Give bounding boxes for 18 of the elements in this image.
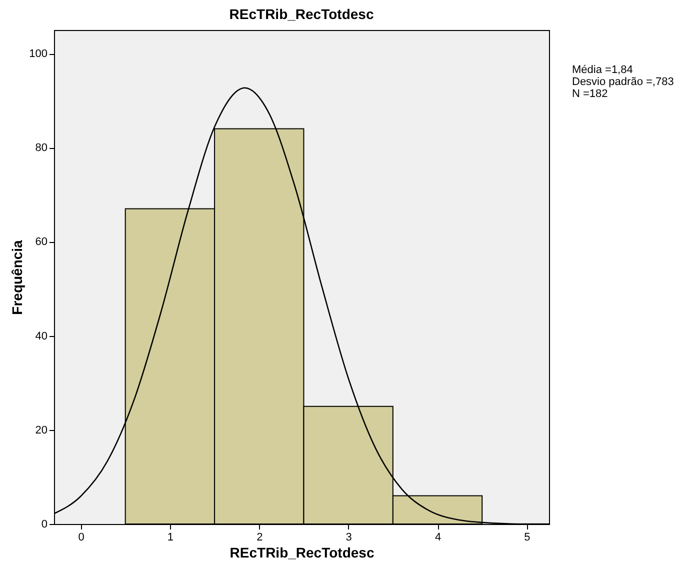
- x-tick-label: 1: [167, 532, 174, 544]
- y-tick-label: 80: [35, 142, 48, 154]
- x-tick-label: 2: [256, 532, 263, 544]
- x-tick-label: 4: [434, 532, 442, 544]
- chart-title: REcTRib_RecTotdesc: [229, 6, 374, 22]
- y-tick-label: 100: [29, 48, 48, 60]
- text: Média =1,84: [572, 64, 634, 76]
- x-axis-title: REcTRib_RecTotdesc: [230, 544, 374, 560]
- text: N =182: [572, 88, 609, 100]
- y-tick-label: 40: [35, 330, 48, 342]
- y-axis-title: Frequência: [9, 240, 26, 315]
- y-tick-label: 0: [41, 518, 48, 530]
- text: Desvio padrão =,783: [572, 76, 674, 88]
- y-tick-label: 60: [35, 236, 48, 248]
- x-tick-label: 0: [78, 532, 84, 544]
- y-tick-label: 20: [35, 424, 48, 436]
- x-tick-label: 5: [524, 532, 530, 544]
- x-tick-label: 3: [346, 532, 352, 544]
